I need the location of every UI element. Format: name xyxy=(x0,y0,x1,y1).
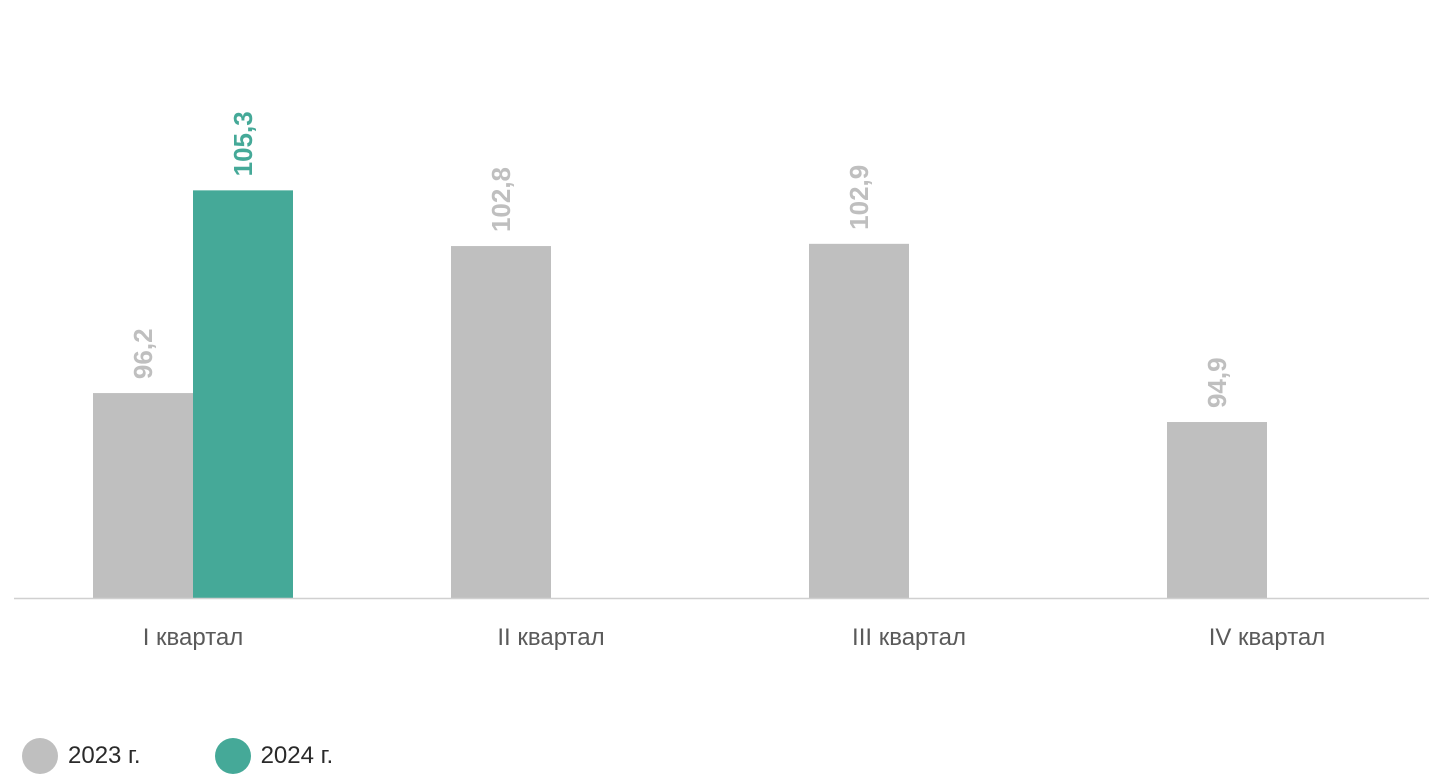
value-label-2023-q1: 96,2 xyxy=(128,328,158,379)
category-label-q4: IV квартал xyxy=(1209,624,1326,651)
bar-2023-q4 xyxy=(1167,422,1267,598)
bar-chart: 96,2 105,3 I квартал 102,8 II квартал 102,9 II… xyxy=(14,111,1429,651)
legend-swatch-2023 xyxy=(22,738,58,774)
legend-swatch-2024 xyxy=(214,738,251,774)
bar-2023-q1 xyxy=(93,393,193,598)
legend: 2023 г. 2024 г. xyxy=(22,738,407,774)
bar-2023-q3 xyxy=(809,243,909,598)
legend-label-2023: 2023 г. xyxy=(68,742,141,769)
category-label-q3: III квартал xyxy=(852,624,966,651)
legend-label-2024: 2024 г. xyxy=(260,742,334,769)
bar-2024-q1 xyxy=(193,190,293,599)
legend-item-2024: 2024 г. xyxy=(214,738,334,774)
value-label-2024-q1: 105,3 xyxy=(228,111,258,176)
value-label-2023-q3: 102,9 xyxy=(844,165,874,230)
value-label-2023-q4: 94,9 xyxy=(1202,357,1232,408)
legend-item-2023: 2023 г. xyxy=(22,738,141,774)
value-label-2023-q2: 102,8 xyxy=(486,167,516,232)
bar-2023-q2 xyxy=(451,246,551,598)
category-label-q1: I квартал xyxy=(143,624,244,651)
category-label-q2: II квартал xyxy=(497,624,604,651)
bars-layer xyxy=(93,190,1267,599)
labels-layer: 96,2 105,3 I квартал 102,8 II квартал 102,9 II… xyxy=(128,111,1325,651)
